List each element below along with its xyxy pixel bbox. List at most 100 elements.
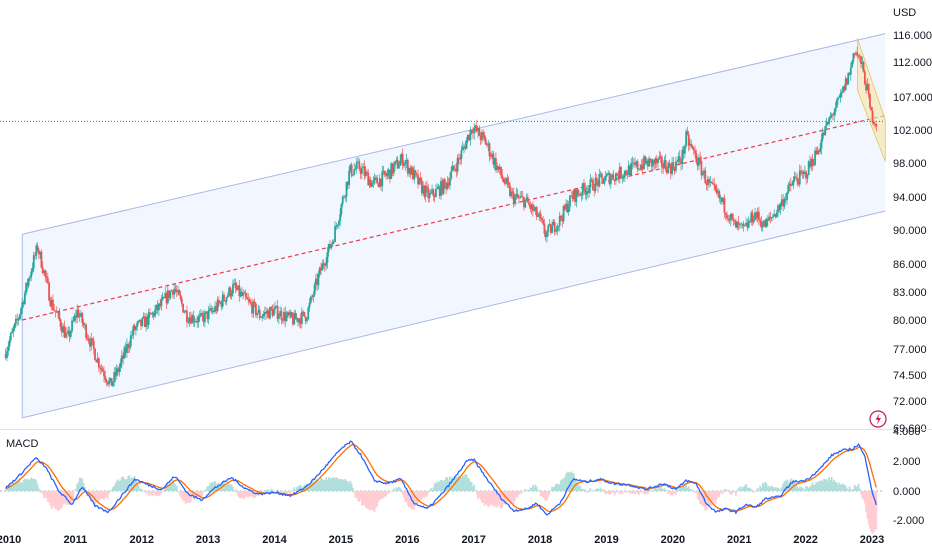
histogram-bar — [362, 491, 365, 506]
histogram-bar — [696, 491, 699, 499]
candle-body — [770, 217, 773, 219]
histogram-bar — [649, 488, 652, 491]
candle-body — [95, 360, 98, 363]
candle-body — [424, 186, 427, 197]
candle-body — [552, 221, 555, 226]
candle-body — [463, 146, 465, 148]
histogram-bar — [238, 491, 241, 498]
histogram-bar — [720, 491, 723, 495]
candle-body — [378, 178, 381, 187]
histogram-bar — [293, 487, 296, 491]
candle-body — [210, 308, 213, 312]
histogram-bar — [224, 484, 227, 491]
candle-body — [422, 185, 425, 194]
histogram-bar — [346, 481, 349, 491]
histogram-bar — [754, 491, 756, 492]
histogram-bar — [796, 486, 799, 491]
histogram-bar — [438, 481, 441, 491]
histogram-bar — [325, 477, 328, 491]
candle-body — [394, 161, 396, 166]
histogram-bar — [35, 480, 38, 491]
candle-body — [203, 312, 206, 323]
candle-body — [664, 160, 667, 170]
candle-body — [436, 188, 439, 190]
histogram-bar — [366, 491, 368, 508]
histogram-bar — [78, 477, 81, 491]
histogram-bar — [350, 483, 353, 491]
histogram-bar — [497, 491, 500, 506]
candle-body — [543, 223, 546, 234]
time-tick-label: 2014 — [262, 534, 287, 546]
candle-body — [257, 309, 260, 314]
histogram-bar — [755, 491, 758, 492]
candle-body — [36, 245, 39, 251]
histogram-bar — [394, 491, 396, 492]
candle-body — [653, 160, 656, 164]
histogram-bar — [466, 477, 469, 491]
candle-body — [180, 298, 183, 304]
candle-body — [294, 312, 297, 320]
candle-body — [828, 118, 831, 124]
histogram-bar — [54, 491, 57, 509]
candle-body — [488, 143, 491, 157]
candle-body — [207, 309, 210, 320]
candle-body — [237, 285, 239, 290]
histogram-bar — [849, 489, 852, 491]
bolt-icon[interactable] — [869, 410, 887, 428]
histogram-bar — [846, 488, 848, 491]
histogram-bar — [756, 488, 759, 491]
candle-body — [743, 225, 746, 227]
candle-body — [166, 290, 169, 304]
histogram-bar — [11, 485, 13, 491]
histogram-bar — [48, 491, 50, 503]
candle-body — [533, 210, 536, 211]
candle-body — [265, 311, 268, 314]
histogram-bar — [839, 484, 842, 491]
candle-body — [201, 313, 204, 316]
candle-body — [253, 301, 256, 304]
histogram-bar — [401, 491, 404, 495]
candle-body — [78, 316, 81, 318]
histogram-bar — [617, 491, 620, 492]
candle-body — [32, 255, 35, 269]
candle-body — [404, 162, 407, 165]
histogram-bar — [246, 491, 248, 497]
histogram-bar — [654, 488, 657, 491]
histogram-bar — [141, 489, 144, 491]
histogram-bar — [683, 483, 686, 491]
candle-body — [224, 300, 227, 302]
histogram-bar — [283, 490, 285, 492]
histogram-bar — [667, 491, 670, 495]
histogram-bar — [422, 491, 425, 497]
histogram-bar — [650, 490, 653, 492]
histogram-bar — [643, 491, 645, 494]
histogram-bar — [495, 491, 497, 505]
histogram-bar — [457, 475, 460, 491]
histogram-bar — [456, 477, 459, 491]
histogram-bar — [489, 491, 492, 505]
candle-body — [636, 161, 639, 170]
candle-body — [747, 221, 750, 228]
histogram-bar — [248, 491, 251, 497]
candle-body — [270, 307, 273, 310]
histogram-bar — [53, 491, 56, 507]
candle-body — [683, 145, 686, 154]
candle-body — [703, 170, 705, 174]
histogram-bar — [826, 480, 829, 491]
candle-body — [565, 203, 568, 210]
histogram-bar — [760, 487, 763, 491]
histogram-bar — [437, 481, 440, 491]
histogram-bar — [299, 484, 302, 491]
histogram-bar — [528, 489, 530, 491]
histogram-bar — [735, 491, 737, 496]
histogram-bar — [668, 491, 671, 493]
candle-body — [456, 157, 459, 172]
candle-body — [31, 268, 34, 272]
candle-body — [595, 177, 598, 181]
histogram-bar — [562, 478, 565, 491]
histogram-bar — [186, 491, 188, 503]
histogram-bar — [706, 491, 709, 507]
candle-body — [254, 303, 257, 316]
histogram-bar — [773, 488, 776, 491]
candle-body — [44, 270, 47, 277]
